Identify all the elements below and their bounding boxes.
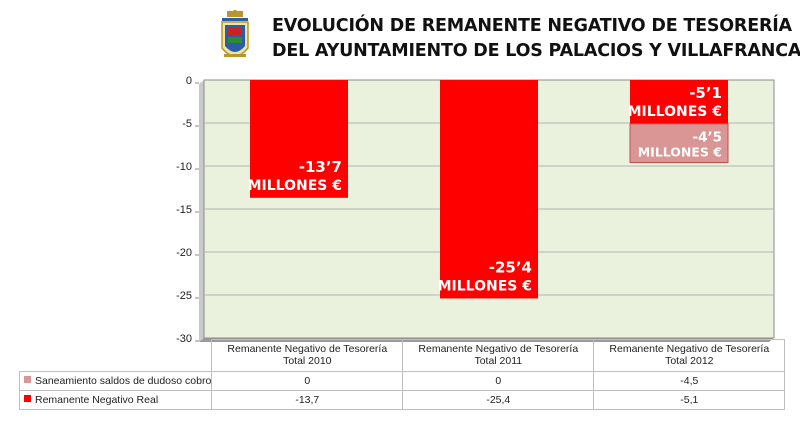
y-tick-label: 0: [186, 75, 192, 87]
chart-title-line-1: EVOLUCIÓN DE REMANENTE NEGATIVO DE TESOR…: [272, 16, 792, 36]
chart-title: EVOLUCIÓN DE REMANENTE NEGATIVO DE TESOR…: [272, 14, 800, 64]
bar-data-label: MILLONES €: [248, 178, 342, 194]
chart-title-line-2: DEL AYUNTAMIENTO DE LOS PALACIOS Y VILLA…: [272, 41, 800, 61]
table-cell-saneamiento-2012: -4,5: [593, 370, 786, 391]
data-table: Remanente Negativo de Tesorería Total 20…: [18, 339, 786, 410]
category-cell-2010: Remanente Negativo de Tesorería Total 20…: [211, 339, 404, 372]
y-tick-label: -10: [176, 161, 192, 173]
table-cell-real-2011: -25,4: [402, 389, 595, 410]
bar-remanente-negativo-real: [630, 80, 728, 124]
y-tick-label: -25: [176, 290, 192, 302]
bar-remanente-negativo-real: [250, 80, 348, 198]
bar-saneamiento-dudoso-cobro: [629, 123, 729, 164]
row-header-real: Remanente Negativo Real: [18, 389, 213, 410]
bar-data-label: MILLONES €: [638, 145, 722, 160]
category-label-2012-line-1: Remanente Negativo de Tesorería: [609, 343, 770, 356]
table-cell-real-2010: -13,7: [211, 389, 404, 410]
y-tick-label: -5: [182, 118, 192, 130]
plot-side-wall: [199, 80, 204, 342]
data-table-header-row: Remanente Negativo de Tesorería Total 20…: [19, 339, 786, 372]
bar-data-label: -13’7: [299, 158, 342, 176]
bar-data-label: -5’1: [689, 84, 722, 102]
y-tick-label: -15: [176, 204, 192, 216]
data-table-row-saneamiento: Saneamiento saldos de dudoso cobro 0 0 -…: [18, 370, 786, 391]
legend-label-real: Remanente Negativo Real: [35, 393, 159, 406]
category-cell-2011: Remanente Negativo de Tesorería Total 20…: [402, 339, 595, 372]
bar-data-label: -4’5: [692, 130, 722, 146]
bar-remanente-negativo-real: [440, 80, 538, 299]
data-table-row-real: Remanente Negativo Real -13,7 -25,4 -5,1: [18, 389, 786, 410]
bar-data-label: MILLONES €: [628, 104, 722, 120]
category-label-2012-line-2: Total 2012: [665, 355, 714, 368]
y-tick-label: -20: [176, 247, 192, 259]
category-label-2010-line-1: Remanente Negativo de Tesorería: [227, 343, 388, 356]
table-cell-saneamiento-2011: 0: [402, 370, 595, 391]
row-header-saneamiento: Saneamiento saldos de dudoso cobro: [18, 370, 213, 391]
data-table-corner: [19, 339, 213, 372]
legend-label-saneamiento: Saneamiento saldos de dudoso cobro: [35, 374, 212, 387]
coat-of-arms-logo: [221, 10, 249, 57]
table-cell-real-2012: -5,1: [593, 389, 786, 410]
bar-data-label: -25’4: [489, 258, 532, 276]
category-label-2011-line-2: Total 2011: [474, 355, 523, 368]
category-cell-2012: Remanente Negativo de Tesorería Total 20…: [593, 339, 786, 372]
category-label-2011-line-1: Remanente Negativo de Tesorería: [418, 343, 579, 356]
bar-data-label: MILLONES €: [438, 278, 532, 294]
table-cell-saneamiento-2010: 0: [211, 370, 404, 391]
legend-swatch-real: [24, 395, 31, 403]
legend-swatch-saneamiento: [24, 376, 31, 384]
category-label-2010-line-2: Total 2010: [283, 355, 332, 368]
